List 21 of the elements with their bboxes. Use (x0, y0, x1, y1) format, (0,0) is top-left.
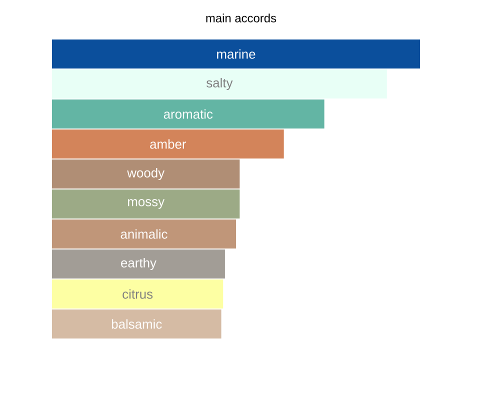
bar (52, 159, 240, 189)
y-tick-label: salty (206, 78, 233, 90)
y-tick-label: aromatic (164, 109, 213, 119)
bar (52, 279, 224, 309)
y-tick-label: mossy (128, 199, 165, 209)
bar (52, 69, 387, 99)
bar (52, 249, 225, 279)
bar (52, 39, 420, 69)
y-tick-label: woody (127, 168, 165, 180)
bar (52, 129, 284, 159)
bar (52, 99, 324, 129)
chart-title: main accords (206, 14, 276, 22)
y-tick-label: amber (150, 139, 186, 149)
y-tick-label: balsamic (112, 319, 162, 329)
bar (52, 219, 236, 249)
y-tick-label: animalic (120, 229, 168, 239)
y-tick-label: citrus (122, 289, 153, 299)
y-tick-label: earthy (121, 258, 156, 270)
bar (52, 309, 222, 339)
y-tick-label: marine (217, 49, 256, 59)
bar (52, 189, 240, 219)
